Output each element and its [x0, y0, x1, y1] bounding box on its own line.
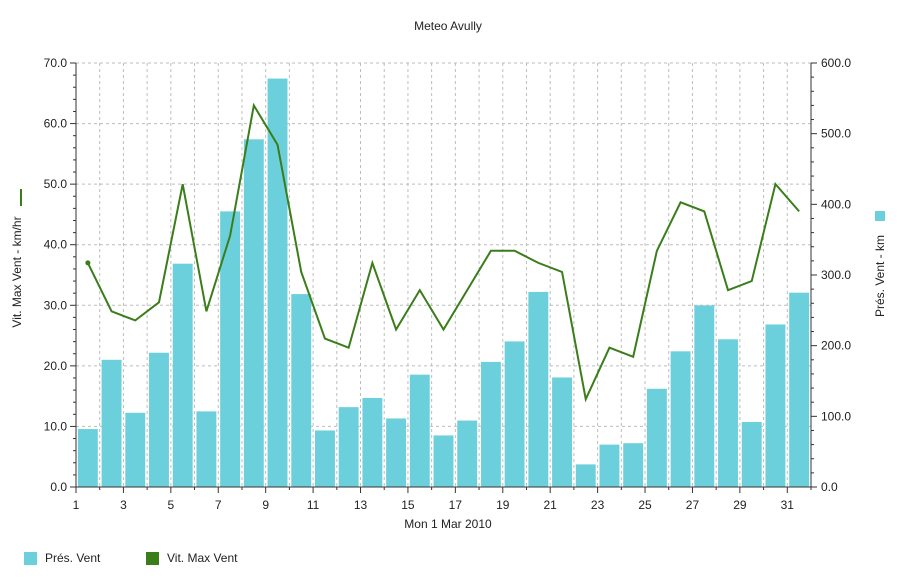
left-tick-label: 50.0	[44, 177, 68, 191]
left-tick-label: 70.0	[44, 56, 68, 70]
bar	[338, 407, 359, 487]
x-tick-label: 19	[496, 498, 510, 512]
right-tick-label: 400.0	[821, 197, 851, 211]
x-tick-label: 1	[73, 498, 80, 512]
bar	[599, 444, 620, 487]
bar	[433, 435, 454, 487]
right-tick-label: 200.0	[821, 339, 851, 353]
right-tick-label: 600.0	[821, 56, 851, 70]
legend-item-pres-vent: Prés. Vent	[24, 551, 100, 565]
legend-label-vit-max-vent: Vit. Max Vent	[167, 551, 238, 565]
left-tick-label: 30.0	[44, 298, 68, 312]
x-tick-label: 31	[781, 498, 795, 512]
x-tick-label: 7	[215, 498, 222, 512]
bar	[149, 352, 169, 487]
left-tick-label: 60.0	[44, 117, 68, 131]
bar-series	[77, 78, 810, 488]
legend-label-pres-vent: Prés. Vent	[45, 551, 101, 565]
bar	[741, 421, 762, 487]
bar	[789, 292, 810, 487]
x-tick-label: 13	[354, 498, 368, 512]
right-tick-label: 300.0	[821, 268, 851, 282]
legend-swatch-line	[146, 551, 159, 565]
legend-swatch-bar	[24, 551, 37, 565]
bar	[267, 78, 288, 488]
x-tick-label: 25	[638, 498, 652, 512]
bar	[172, 263, 193, 487]
bar	[457, 420, 478, 487]
bar	[575, 464, 596, 487]
bar	[670, 351, 691, 487]
bar	[386, 418, 407, 487]
bar	[694, 305, 715, 487]
x-tick-label: 3	[120, 498, 127, 512]
bar	[196, 411, 217, 487]
left-tick-label: 10.0	[44, 419, 68, 433]
x-tick-label: 23	[591, 498, 605, 512]
left-axis-title-group: Vit. Max Vent - km/hr	[10, 189, 24, 328]
right-axis-bar-marker	[875, 211, 885, 221]
x-tick-label: 11	[307, 498, 320, 512]
right-tick-label: 100.0	[821, 409, 851, 423]
bar	[101, 359, 122, 487]
chart-title: Meteo Avully	[414, 19, 482, 33]
x-tick-label: 9	[262, 498, 269, 512]
bar	[646, 388, 667, 487]
bar	[243, 139, 264, 487]
x-tick-label: 17	[449, 498, 463, 512]
x-tick-label: 27	[686, 498, 700, 512]
legend-item-vit-max-vent: Vit. Max Vent	[146, 551, 237, 565]
x-tick-label: 29	[733, 498, 747, 512]
left-tick-label: 40.0	[44, 238, 68, 252]
right-axis-ticks: 0.0 100.0 200.0 300.0 400.0 500.0 600.0	[811, 56, 851, 494]
series-line	[86, 102, 800, 403]
bar	[220, 211, 241, 487]
right-tick-label: 0.0	[821, 480, 838, 494]
x-axis-ticks: 1 3 5 7 9 11 13 15 17 19 21 23 25 27 29 31	[73, 487, 812, 512]
x-tick-label: 21	[544, 498, 558, 512]
x-axis-title: Mon 1 Mar 2010	[404, 517, 492, 531]
right-axis-title: Prés. Vent - km	[873, 235, 887, 317]
x-tick-label: 5	[167, 498, 174, 512]
line-point	[85, 260, 91, 266]
bar	[362, 397, 383, 487]
bar	[504, 341, 525, 487]
left-axis-ticks: 0.0 10.0 20.0 30.0 40.0 50.0 60.0 70.0	[44, 56, 76, 494]
bar	[552, 377, 573, 487]
bar	[623, 443, 644, 487]
line-series	[85, 102, 800, 403]
left-tick-label: 20.0	[44, 359, 68, 373]
bar	[718, 339, 738, 487]
left-axis-title: Vit. Max Vent - km/hr	[10, 216, 24, 327]
right-tick-label: 500.0	[821, 127, 851, 141]
bar	[77, 429, 98, 487]
bar	[765, 324, 786, 487]
bar	[291, 294, 312, 487]
left-tick-label: 0.0	[50, 480, 67, 494]
right-axis-title-group: Prés. Vent - km	[873, 211, 887, 317]
bar	[314, 430, 335, 487]
x-tick-label: 15	[401, 498, 415, 512]
bar	[125, 412, 146, 487]
bar	[528, 291, 549, 487]
bar	[409, 374, 430, 487]
bar	[480, 361, 501, 487]
